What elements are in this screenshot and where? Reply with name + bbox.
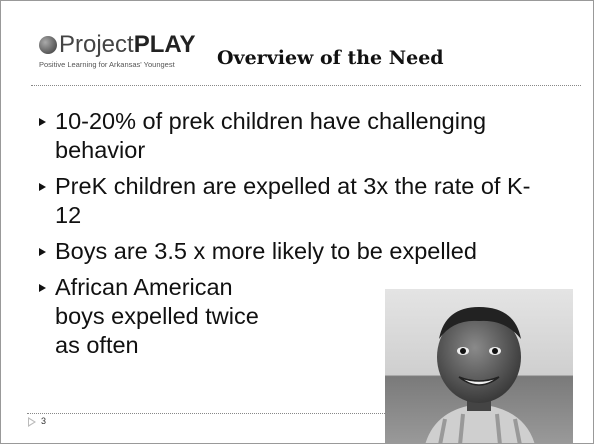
header-rule <box>31 85 581 86</box>
footer-marker <box>28 417 36 427</box>
logo: ProjectPLAY Positive Learning for Arkans… <box>39 31 196 69</box>
bullet: 10-20% of prek children have challenging… <box>37 107 555 165</box>
logo-name-bold: PLAY <box>134 31 196 58</box>
child-photo <box>385 289 573 444</box>
pupil <box>460 348 466 354</box>
logo-tagline: Positive Learning for Arkansas' Youngest <box>39 60 196 69</box>
logo-name-light: Project <box>59 31 134 58</box>
bullet: PreK children are expelled at 3x the rat… <box>37 172 555 230</box>
bullet: Boys are 3.5 x more likely to be expelle… <box>37 237 555 266</box>
bullet: African American boys expelled twice as … <box>37 273 265 360</box>
slide-number: 3 <box>41 416 46 426</box>
footer-rule <box>27 413 385 414</box>
pupil <box>492 348 498 354</box>
logo-name: ProjectPLAY <box>39 31 196 59</box>
slide: ProjectPLAY Positive Learning for Arkans… <box>0 0 594 444</box>
logo-dot <box>39 36 57 54</box>
slide-title: Overview of the Need <box>217 47 444 69</box>
